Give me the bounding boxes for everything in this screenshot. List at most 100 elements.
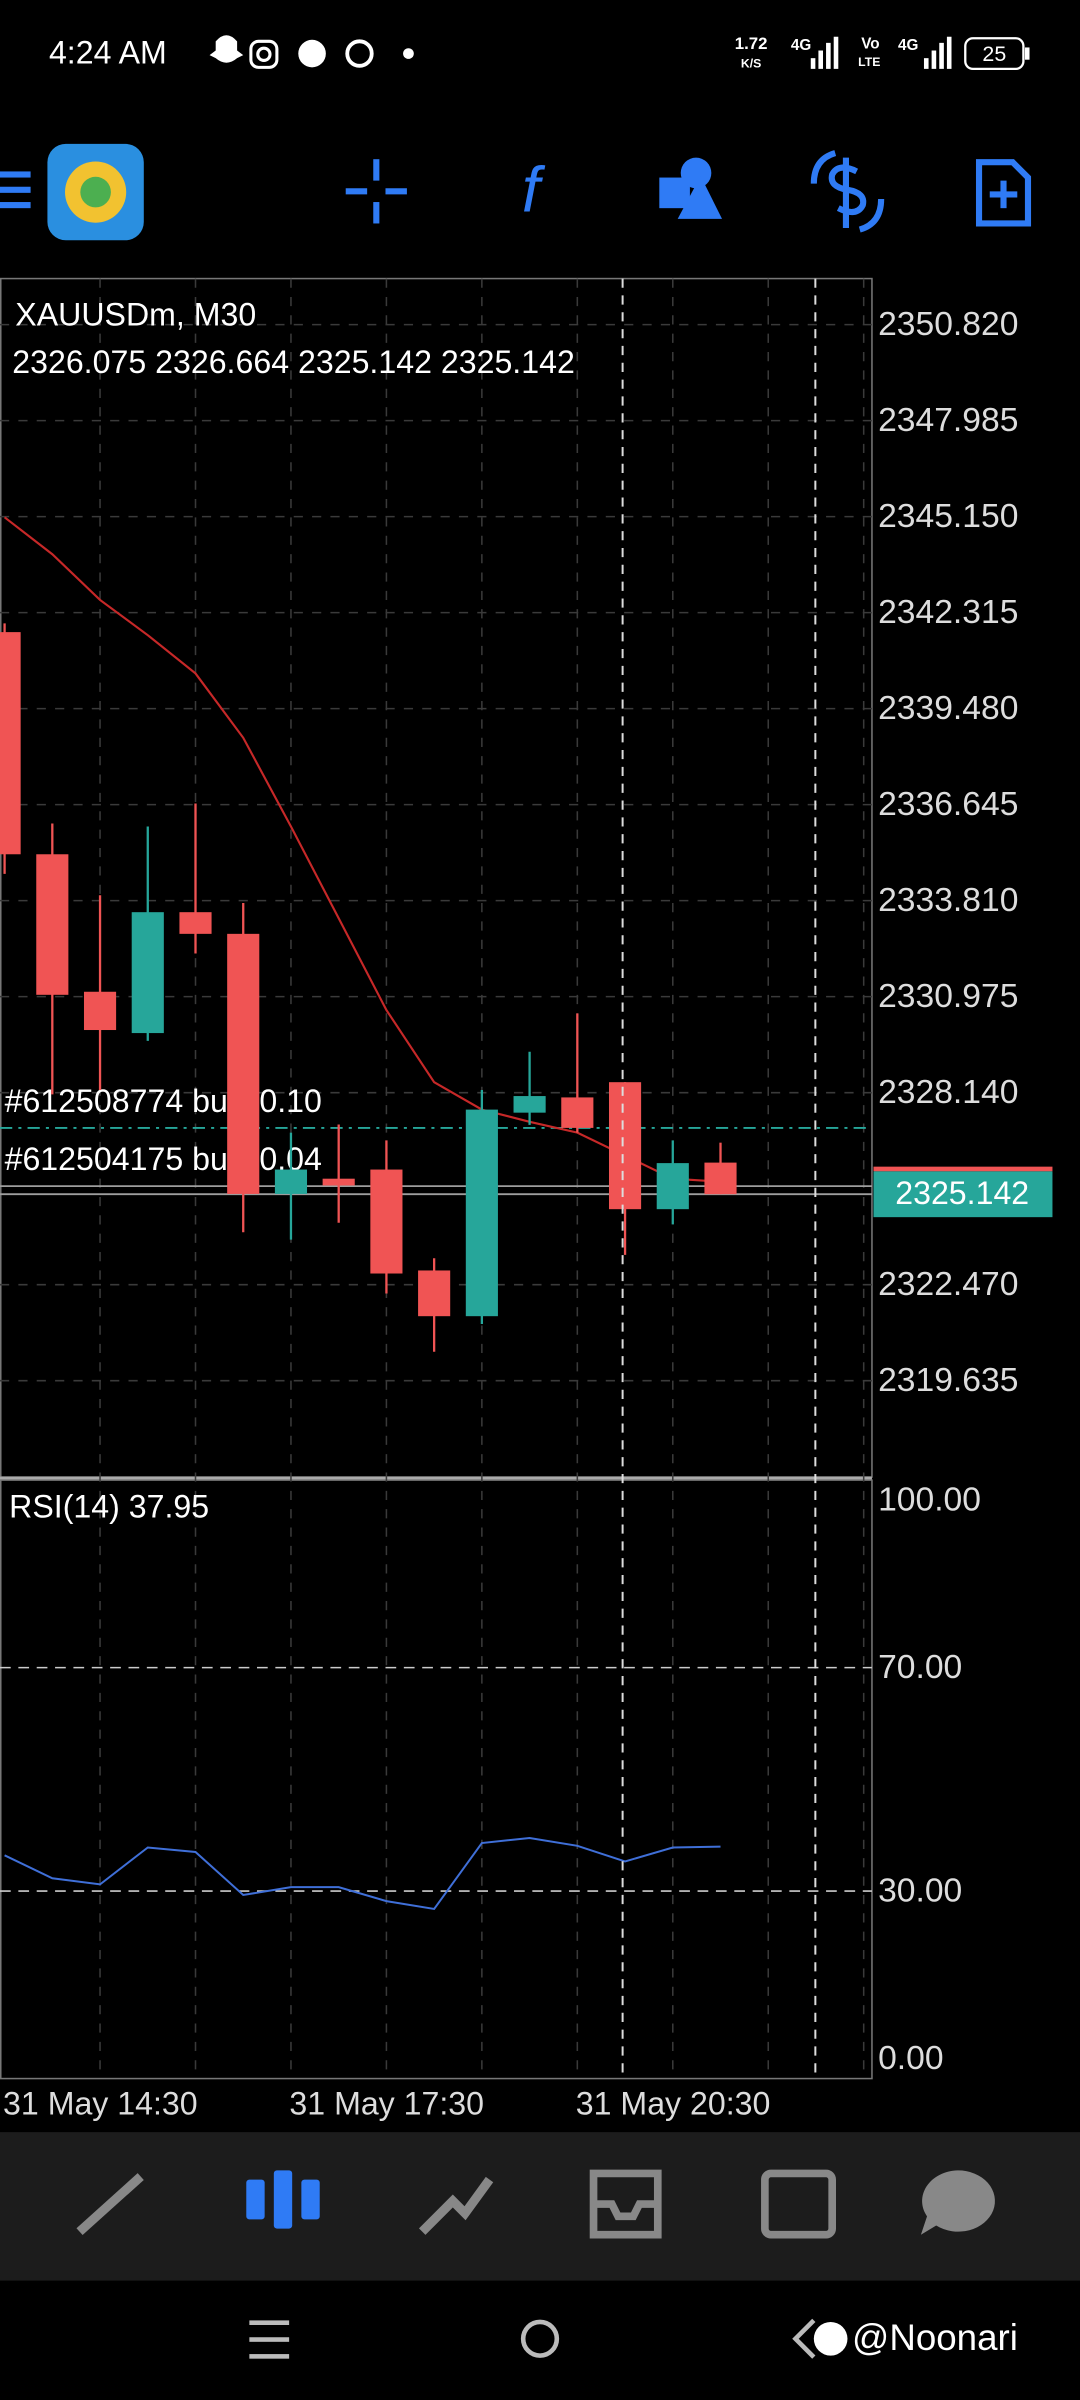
trade-button[interactable]	[810, 150, 885, 233]
y-tick-label: 70.00	[878, 1649, 962, 1686]
facebook-icon	[298, 39, 326, 68]
y-tick-label: 100.00	[878, 1481, 981, 1518]
menu-line	[0, 186, 31, 193]
candle-body	[418, 1270, 451, 1317]
signal-bar	[833, 36, 839, 69]
toolbar: f	[0, 143, 1032, 241]
candle-body	[83, 991, 117, 1031]
menu-line	[0, 202, 31, 209]
chart-tab[interactable]	[246, 2170, 320, 2229]
app-logo-center	[80, 176, 111, 208]
objects-circle	[680, 157, 712, 189]
dot-icon	[403, 48, 414, 59]
candle-body	[370, 1169, 403, 1274]
candle-body	[131, 912, 164, 1034]
signal-bar	[946, 36, 952, 69]
y-tick-label: 2322.470	[878, 1266, 1018, 1303]
threads-icon	[345, 39, 374, 68]
rsi-title: RSI(14) 37.95	[9, 1489, 209, 1525]
volte-top: Vo	[861, 35, 879, 52]
net-type-2: 4G	[898, 37, 918, 54]
candle-body	[656, 1163, 689, 1210]
y-tick-label: 2328.140	[878, 1074, 1018, 1111]
x-tick-label: 31 May 14:30	[3, 2086, 198, 2122]
signal-bar	[826, 42, 831, 69]
battery-level: 25	[982, 42, 1006, 66]
watermark: @Noonari	[852, 2317, 1018, 2358]
recents-button[interactable]	[249, 2337, 290, 2342]
status-bar: 4:24 AM 1.72 K/S 4G Vo LTE 4G 25	[49, 34, 1030, 71]
bottom-nav	[0, 2132, 1080, 2281]
battery-tip	[1024, 47, 1030, 60]
candle-body	[274, 1169, 308, 1194]
candle-body	[513, 1096, 546, 1113]
net-speed-unit: K/S	[741, 57, 761, 71]
candle-body	[0, 632, 21, 855]
candle-body	[179, 912, 212, 934]
menu-line	[0, 171, 31, 178]
last-price-box-edge	[873, 1166, 1053, 1172]
objects-button[interactable]	[659, 157, 723, 219]
recents-button[interactable]	[249, 2354, 290, 2359]
menu-button[interactable]	[0, 171, 31, 209]
last-price-label: 2325.142	[895, 1175, 1029, 1211]
y-tick-label: 30.00	[878, 1872, 962, 1909]
y-tick-label: 2345.150	[878, 498, 1018, 535]
system-nav: @Noonari	[249, 2317, 1018, 2359]
chart-icon	[273, 2170, 293, 2229]
y-tick-label: 2336.645	[878, 786, 1018, 823]
signal-bar	[810, 58, 816, 69]
signal-bar	[923, 58, 929, 69]
quotes-tab[interactable]	[76, 2173, 144, 2236]
doc-outline	[975, 159, 1032, 227]
y-tick-label: 2342.315	[878, 594, 1018, 631]
volte-bottom: LTE	[858, 55, 880, 69]
x-tick-label: 31 May 17:30	[289, 2086, 484, 2122]
status-time: 4:24 AM	[49, 35, 167, 71]
snapchat-icon	[209, 35, 244, 63]
trade-arrows	[810, 150, 885, 233]
chart-icon	[301, 2179, 320, 2220]
y-tick-label: 0.00	[878, 2040, 943, 2077]
candle-body	[561, 1097, 594, 1128]
order-label: #612508774 buy, 0.10	[5, 1083, 322, 1119]
watermark-logo	[813, 2321, 848, 2356]
crosshair-button[interactable]	[345, 159, 407, 224]
trade-tab[interactable]	[418, 2176, 494, 2235]
instagram-icon	[249, 39, 279, 69]
battery	[964, 37, 1025, 71]
signal-bar	[931, 50, 937, 69]
x-tick-label: 31 May 20:30	[576, 2086, 771, 2122]
signal-bar	[818, 50, 824, 69]
signal-bar	[939, 42, 944, 69]
candle-body	[465, 1109, 498, 1317]
y-tick-label: 2339.480	[878, 690, 1018, 727]
y-tick-label: 2350.820	[878, 306, 1018, 343]
chart-title: XAUUSDm, M30	[15, 296, 256, 332]
chart-layer: 2350.820 2347.985 2345.150 2342.315 2339.480…	[0, 278, 1053, 2122]
new-order-button[interactable]	[975, 159, 1032, 227]
net-speed: 1.72	[735, 34, 768, 53]
net-type-1: 4G	[791, 37, 811, 54]
y-tick-label: 2347.985	[878, 402, 1018, 439]
moving-average	[3, 516, 721, 1183]
back-button[interactable]	[792, 2318, 816, 2359]
candle-body	[322, 1178, 355, 1186]
rsi-frame	[0, 1479, 873, 2080]
y-tick-label: 2330.975	[878, 978, 1018, 1015]
objects-triangle	[677, 176, 723, 219]
home-button[interactable]	[520, 2319, 560, 2358]
candle-body	[608, 1082, 642, 1210]
messages-tab[interactable]	[920, 2170, 995, 2235]
candle-body	[36, 854, 69, 995]
order-label: #612504175 buy, 0.04	[5, 1141, 322, 1177]
recents-button[interactable]	[249, 2320, 290, 2325]
quotes-icon	[76, 2173, 144, 2236]
candle-body	[704, 1162, 737, 1195]
y-tick-label: 2333.810	[878, 882, 1018, 919]
news-tab[interactable]	[761, 2169, 837, 2239]
last-price-box	[873, 1171, 1053, 1218]
history-tab[interactable]	[589, 2169, 662, 2239]
